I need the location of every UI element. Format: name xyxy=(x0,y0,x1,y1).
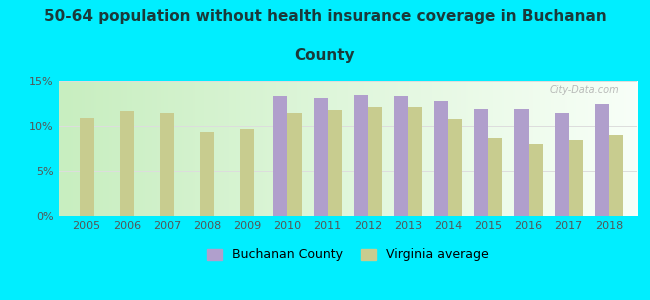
Bar xyxy=(569,140,583,216)
Bar xyxy=(160,113,174,216)
Bar xyxy=(554,113,569,216)
Bar xyxy=(609,135,623,216)
Bar xyxy=(274,96,287,216)
Bar xyxy=(328,110,342,216)
Bar xyxy=(434,101,448,216)
Bar xyxy=(287,112,302,216)
Legend: Buchanan County, Virginia average: Buchanan County, Virginia average xyxy=(202,243,494,266)
Bar xyxy=(488,138,502,216)
Bar xyxy=(514,109,528,216)
Text: County: County xyxy=(294,48,356,63)
Bar xyxy=(408,107,422,216)
Bar xyxy=(200,132,214,216)
Bar xyxy=(394,96,408,216)
Bar xyxy=(368,107,382,216)
Bar xyxy=(528,144,543,216)
Bar xyxy=(354,95,368,216)
Text: City-Data.com: City-Data.com xyxy=(550,85,619,95)
Bar xyxy=(313,98,328,216)
Bar xyxy=(120,111,134,216)
Text: 50-64 population without health insurance coverage in Buchanan: 50-64 population without health insuranc… xyxy=(44,9,606,24)
Bar xyxy=(448,119,462,216)
Bar xyxy=(474,109,488,216)
Bar xyxy=(595,104,609,216)
Bar xyxy=(79,118,94,216)
Bar xyxy=(240,129,254,216)
